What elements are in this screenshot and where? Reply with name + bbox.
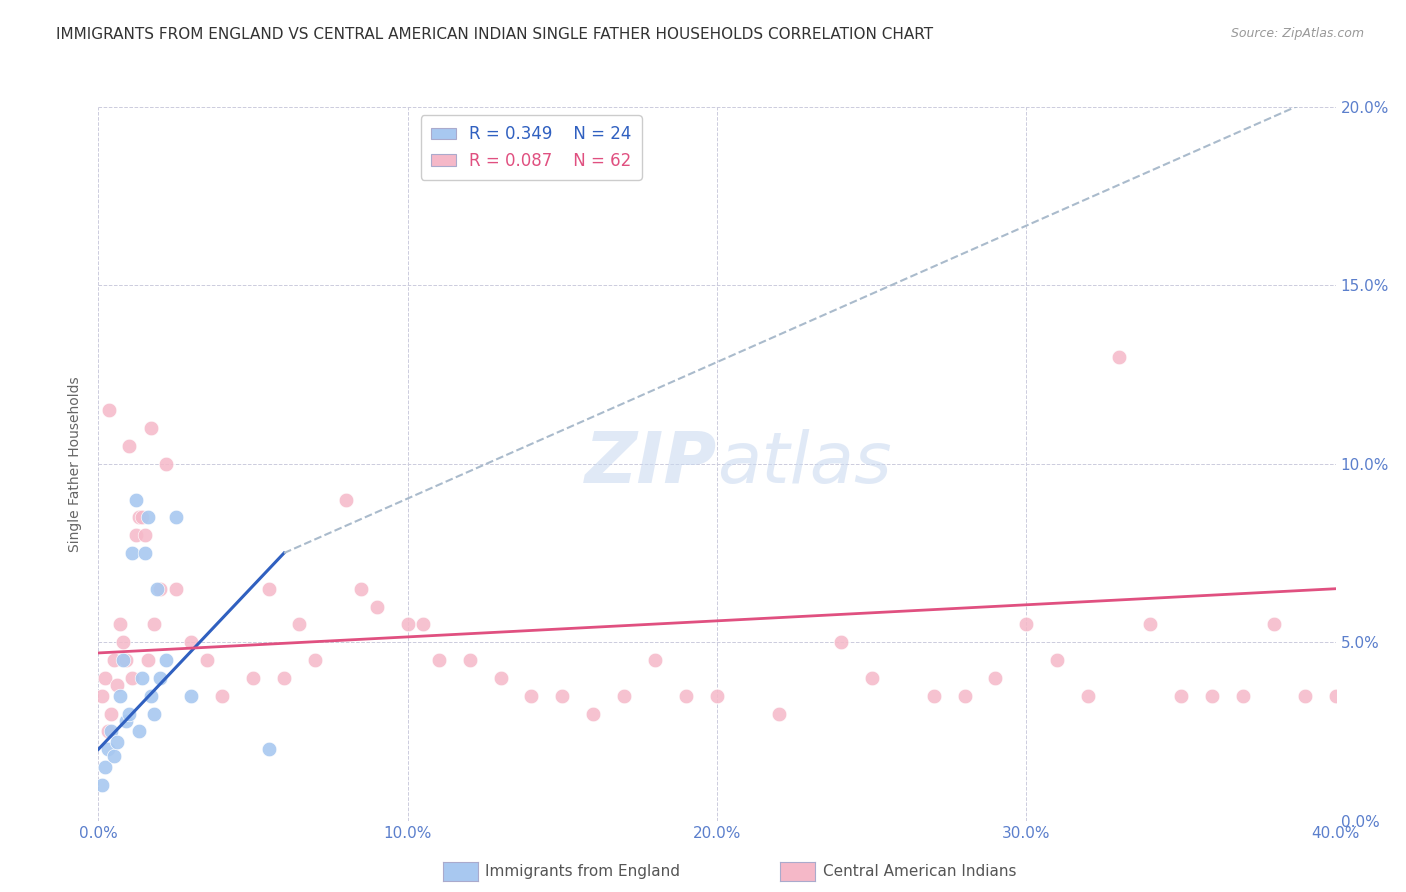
Point [121, 671, 143, 685]
Point [1263, 617, 1285, 632]
Point [288, 617, 311, 632]
Point [257, 582, 280, 596]
Point [118, 439, 141, 453]
Point [115, 714, 138, 728]
Point [97, 724, 120, 739]
Point [100, 706, 122, 721]
Point [644, 653, 666, 667]
Point [1108, 350, 1130, 364]
Point [90, 689, 112, 703]
Point [143, 706, 166, 721]
Point [582, 706, 605, 721]
Point [139, 421, 162, 435]
Point [131, 510, 153, 524]
Point [103, 749, 125, 764]
Point [1294, 689, 1316, 703]
Text: ZIP: ZIP [585, 429, 717, 499]
Point [149, 582, 172, 596]
Point [146, 582, 169, 596]
Point [103, 653, 125, 667]
Point [257, 742, 280, 756]
Point [124, 528, 146, 542]
Point [105, 735, 128, 749]
Point [242, 671, 264, 685]
Point [97, 742, 120, 756]
Point [112, 635, 135, 649]
Point [124, 492, 146, 507]
Point [115, 653, 138, 667]
Point [121, 546, 143, 560]
Point [922, 689, 945, 703]
Point [100, 724, 122, 739]
Point [143, 617, 166, 632]
Point [118, 706, 141, 721]
Text: Immigrants from England: Immigrants from England [485, 864, 681, 879]
Point [830, 635, 852, 649]
Point [1046, 653, 1069, 667]
Point [273, 671, 295, 685]
Point [136, 653, 159, 667]
Point [675, 689, 697, 703]
Point [396, 617, 419, 632]
Point [108, 689, 131, 703]
Point [613, 689, 636, 703]
Point [134, 528, 156, 542]
Point [149, 671, 172, 685]
Text: atlas: atlas [717, 429, 891, 499]
Point [1170, 689, 1192, 703]
Point [195, 653, 218, 667]
Point [128, 510, 150, 524]
Point [304, 653, 326, 667]
Point [139, 689, 162, 703]
Point [412, 617, 434, 632]
Point [128, 724, 150, 739]
Point [489, 671, 512, 685]
Point [366, 599, 388, 614]
Point [131, 671, 153, 685]
Point [105, 678, 128, 692]
Point [180, 689, 202, 703]
Point [134, 546, 156, 560]
Point [1077, 689, 1099, 703]
Point [155, 653, 177, 667]
Point [1015, 617, 1038, 632]
Point [1139, 617, 1161, 632]
Point [1201, 689, 1223, 703]
Point [180, 635, 202, 649]
Point [768, 706, 790, 721]
Point [350, 582, 373, 596]
Y-axis label: Single Father Households: Single Father Households [69, 376, 83, 551]
Point [953, 689, 976, 703]
Point [335, 492, 357, 507]
Point [1324, 689, 1347, 703]
Point [860, 671, 883, 685]
Point [112, 653, 135, 667]
Point [108, 617, 131, 632]
Point [155, 457, 177, 471]
Text: IMMIGRANTS FROM ENGLAND VS CENTRAL AMERICAN INDIAN SINGLE FATHER HOUSEHOLDS CORR: IMMIGRANTS FROM ENGLAND VS CENTRAL AMERI… [56, 27, 934, 42]
Point [98, 403, 121, 417]
Text: Central American Indians: Central American Indians [823, 864, 1017, 879]
Point [165, 582, 187, 596]
Point [165, 510, 187, 524]
Point [211, 689, 233, 703]
Point [520, 689, 543, 703]
Point [136, 510, 159, 524]
Point [90, 778, 112, 792]
Point [427, 653, 450, 667]
Legend: R = 0.349    N = 24, R = 0.087    N = 62: R = 0.349 N = 24, R = 0.087 N = 62 [422, 115, 641, 179]
Point [1232, 689, 1254, 703]
Point [984, 671, 1007, 685]
Point [93, 671, 115, 685]
Point [706, 689, 728, 703]
Point [458, 653, 481, 667]
Text: Source: ZipAtlas.com: Source: ZipAtlas.com [1230, 27, 1364, 40]
Point [93, 760, 115, 774]
Point [551, 689, 574, 703]
